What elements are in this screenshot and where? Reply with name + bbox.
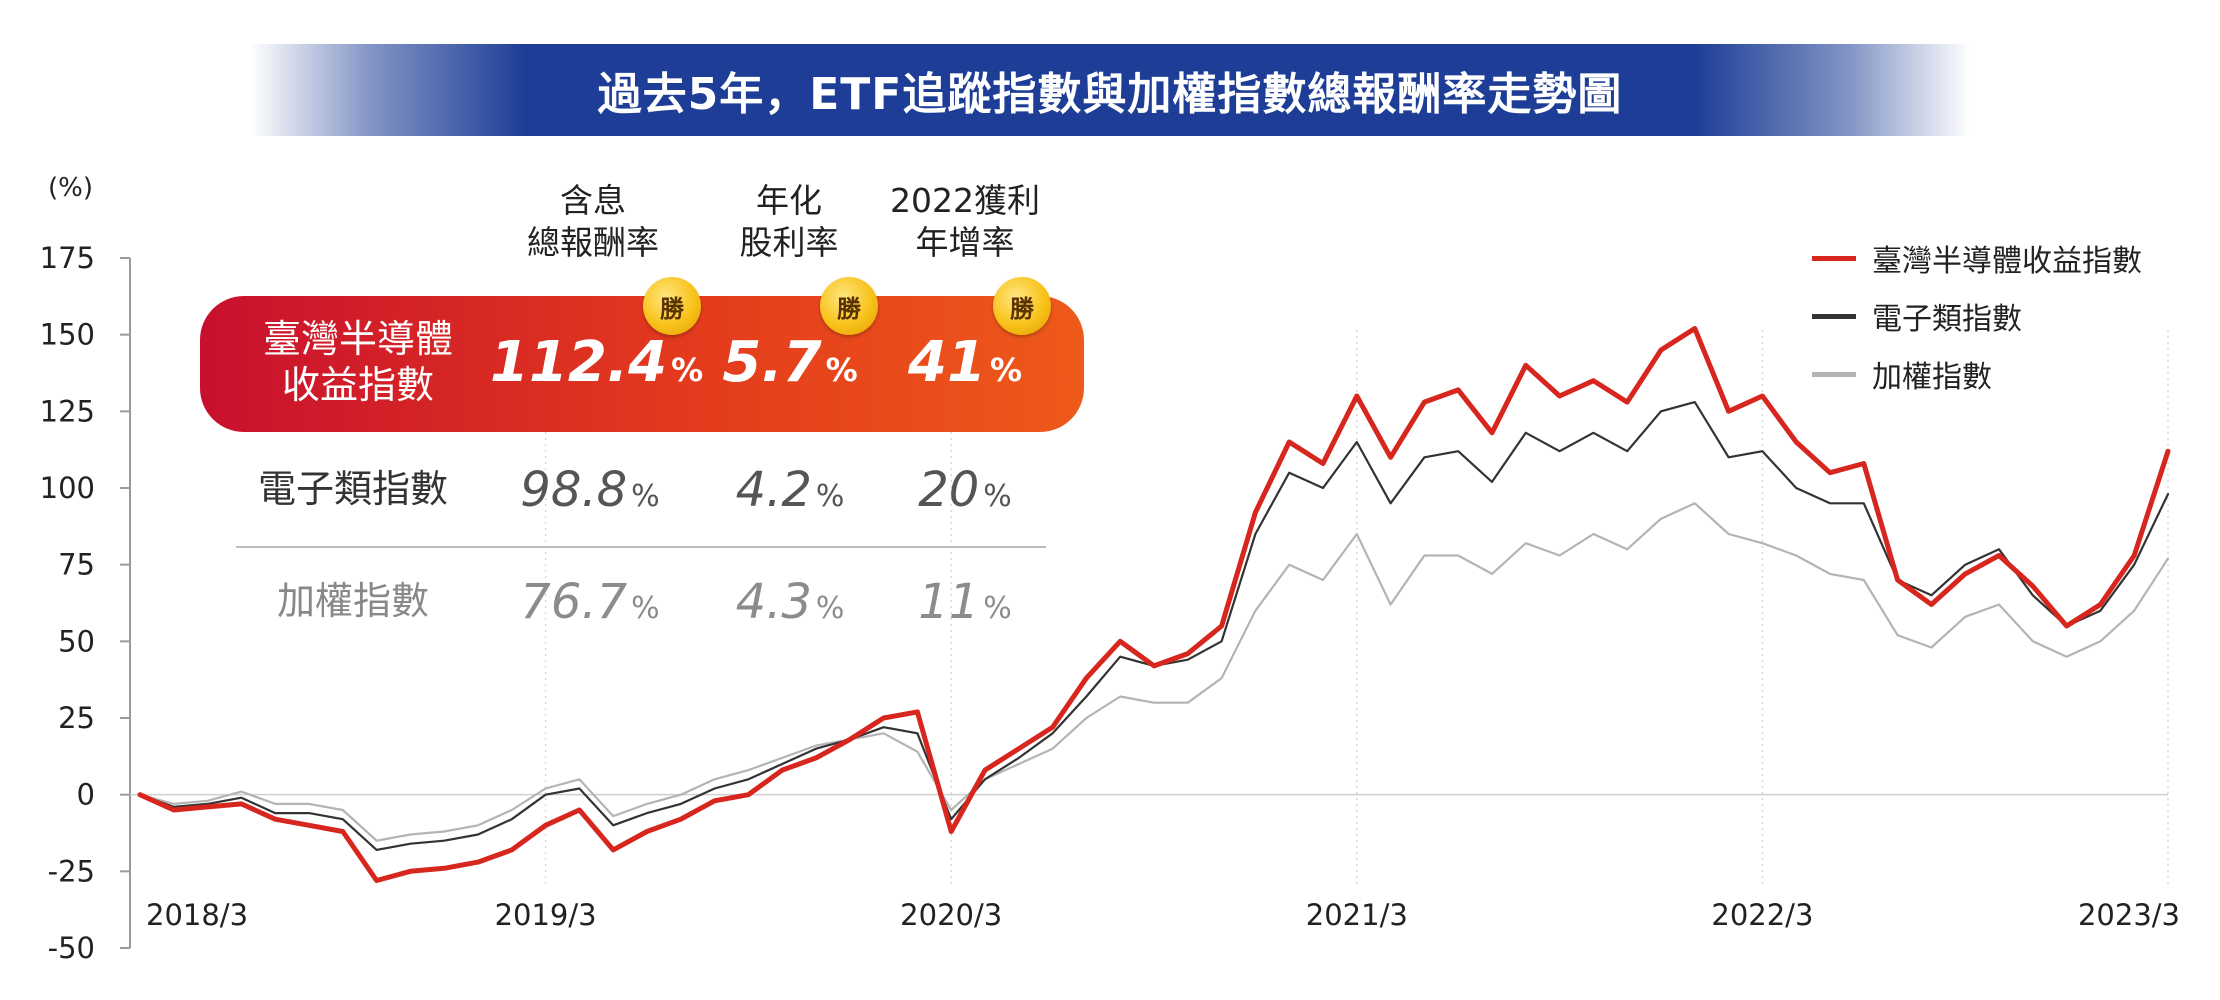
row-label-taiex: 加權指數 [276, 579, 429, 623]
legend-item-electronics: 電子類指數 [1812, 296, 2022, 337]
series-line-semiconductor [137, 326, 2171, 883]
value-taiex-total-return: 76.7% [490, 574, 690, 630]
series-layer [137, 326, 2171, 883]
win-badge-total-return: 勝 [643, 277, 701, 335]
header-dividend-yield: 年化 股利率 [689, 180, 889, 264]
win-badge-profit-growth: 勝 [993, 277, 1051, 335]
legend-label-semiconductor: 臺灣半導體收益指數 [1872, 244, 2142, 279]
percent-sign: % [825, 351, 858, 389]
row-label-semiconductor-line2: 收益指數 [281, 363, 434, 407]
percent-sign: % [815, 591, 845, 626]
y-tick-label: -50 [48, 931, 95, 965]
value-number: 76.7 [520, 574, 628, 630]
value-elec-dividend-yield: 4.2% [690, 462, 890, 518]
value-number: 5.7 [722, 330, 822, 395]
y-tick-label: 25 [58, 701, 95, 735]
value-number: 41 [908, 330, 986, 395]
legend-swatch-semiconductor [1812, 255, 1856, 261]
header-profit-growth-line2: 年增率 [915, 223, 1015, 262]
y-tick-label: 50 [58, 624, 95, 658]
percent-sign: % [631, 591, 660, 626]
legend-item-taiex: 加權指數 [1812, 354, 1992, 395]
x-tick-label: 2022/3 [1711, 898, 1813, 932]
value-semi-profit-growth: 41% [865, 330, 1065, 395]
x-tick-label: 2020/3 [900, 898, 1002, 932]
value-taiex-dividend-yield: 4.3% [690, 574, 890, 630]
percent-sign: % [815, 479, 845, 514]
y-tick-label: 100 [40, 471, 95, 505]
y-tick-label: 0 [77, 778, 95, 812]
percent-sign: % [631, 479, 660, 514]
legend-swatch-electronics [1812, 313, 1856, 319]
table-divider [236, 546, 1046, 548]
value-semi-total-return: 112.4% [490, 330, 703, 395]
y-unit-label: (%) [48, 173, 93, 203]
y-tick-label: 75 [58, 548, 95, 582]
y-tick-label: -25 [48, 854, 95, 888]
value-number: 98.8 [520, 462, 628, 518]
value-number: 11 [918, 574, 980, 630]
x-tick-label: 2021/3 [1306, 898, 1408, 932]
value-elec-profit-growth: 20% [865, 462, 1065, 518]
value-elec-total-return: 98.8% [490, 462, 690, 518]
header-total-return-line1: 含息 [560, 181, 626, 220]
gridlines [544, 330, 2169, 885]
value-taiex-profit-growth: 11% [865, 574, 1065, 630]
legend-swatch-taiex [1812, 371, 1856, 377]
header-profit-growth: 2022獲利 年增率 [865, 180, 1065, 264]
percent-sign: % [671, 351, 704, 389]
y-tick-label: 175 [40, 241, 95, 275]
percent-sign: % [983, 479, 1012, 514]
row-label-semiconductor: 臺灣半導體 收益指數 [218, 316, 498, 408]
x-tick-label: 2023/3 [2078, 898, 2180, 932]
percent-sign: % [983, 591, 1012, 626]
y-axis: 175 150 125 100 75 50 25 0 -25 -50 [40, 241, 2168, 965]
header-dividend-yield-line2: 股利率 [739, 223, 839, 262]
x-tick-label: 2019/3 [495, 898, 597, 932]
header-dividend-yield-line1: 年化 [756, 181, 822, 220]
legend-item-semiconductor: 臺灣半導體收益指數 [1812, 238, 2142, 279]
win-badge-dividend-yield: 勝 [820, 277, 878, 335]
percent-sign: % [989, 351, 1022, 389]
row-label-semiconductor-line1: 臺灣半導體 [262, 317, 453, 361]
legend-label-taiex: 加權指數 [1872, 360, 1992, 395]
x-axis: 2018/3 2019/3 2020/3 2021/3 2022/3 2023/3 [146, 898, 2180, 932]
value-semi-dividend-yield: 5.7% [690, 330, 890, 395]
value-number: 20 [918, 462, 980, 518]
value-number: 4.3 [735, 574, 812, 630]
y-tick-label: 125 [40, 394, 95, 428]
chart-title: 過去5年，ETF追蹤指數與加權指數總報酬率走勢圖 [597, 69, 1623, 120]
y-tick-label: 150 [40, 318, 95, 352]
row-label-electronics: 電子類指數 [257, 467, 448, 511]
x-tick-label: 2018/3 [146, 898, 248, 932]
legend-label-electronics: 電子類指數 [1872, 302, 2022, 337]
series-line-taiex [138, 502, 2170, 842]
header-profit-growth-line1: 2022獲利 [890, 181, 1040, 220]
header-total-return-line2: 總報酬率 [527, 223, 659, 262]
value-number: 112.4 [490, 330, 668, 395]
header-total-return: 含息 總報酬率 [493, 180, 693, 264]
value-number: 4.2 [735, 462, 812, 518]
title-banner: 過去5年，ETF追蹤指數與加權指數總報酬率走勢圖 [250, 44, 1970, 136]
winner-row-highlight [200, 296, 1084, 432]
